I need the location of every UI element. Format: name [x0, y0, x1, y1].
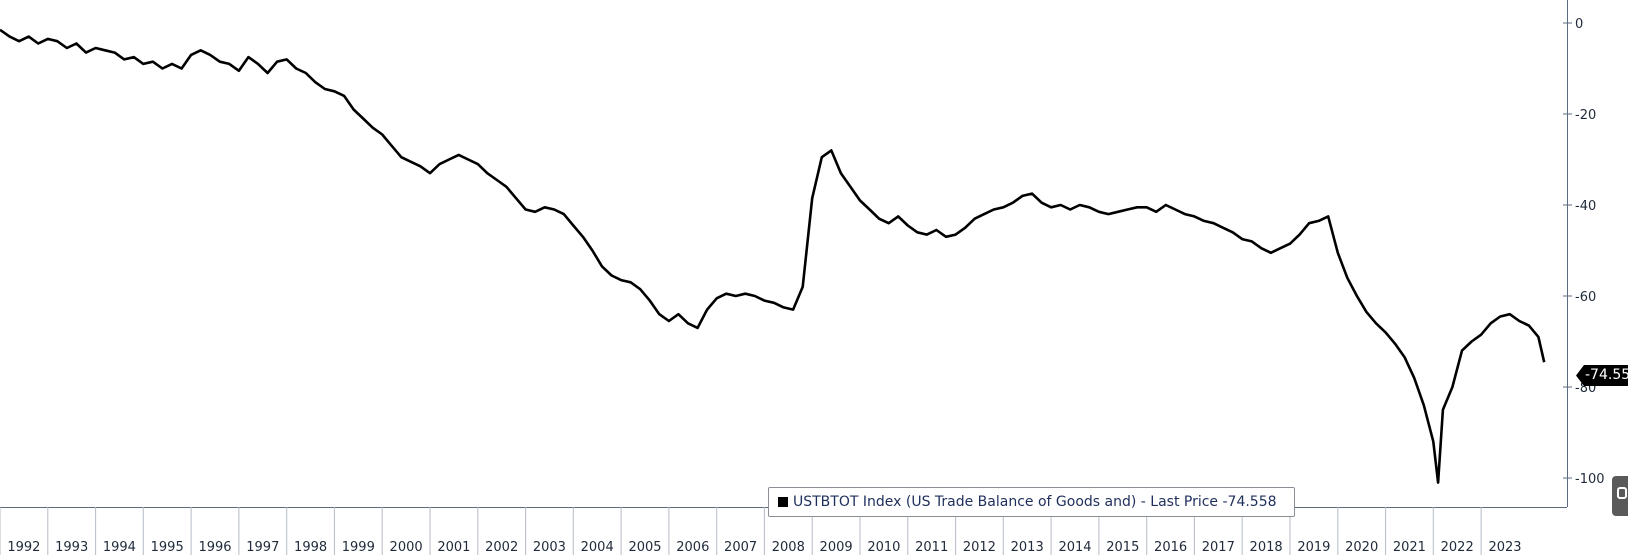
x-tick-label: 2017 [1202, 540, 1235, 555]
y-axis: 0-20-40-60-80-100 [1563, 0, 1605, 507]
x-tick-label: 2006 [676, 540, 709, 555]
x-tick-label: 2008 [772, 540, 805, 555]
x-tick-label: 2005 [628, 540, 661, 555]
y-tick-label: -40 [1575, 199, 1596, 214]
y-tick-label: -100 [1575, 472, 1605, 487]
x-tick-label: 1994 [103, 540, 136, 555]
x-tick-label: 2016 [1154, 540, 1187, 555]
x-tick-label: 2002 [485, 540, 518, 555]
x-tick-label: 2021 [1393, 540, 1426, 555]
plot-area [0, 28, 1546, 484]
legend-label: USTBTOT Index (US Trade Balance of Goods… [793, 494, 1277, 510]
x-tick-label: 1995 [151, 540, 184, 555]
x-tick-label: 1998 [294, 540, 327, 555]
last-price-label: -74.558 [1576, 365, 1628, 386]
x-tick-label: 2018 [1250, 540, 1283, 555]
x-tick-label: 1999 [342, 540, 375, 555]
link-icon [1617, 487, 1627, 499]
x-axis: 1992 1993 1994 1995 1996 1997 1998 1999 2000 2001… [0, 507, 1567, 555]
x-tick-label: 2022 [1441, 540, 1474, 555]
x-tick-label: 2020 [1345, 540, 1378, 555]
x-tick-label: 2013 [1011, 540, 1044, 555]
y-tick-label: -60 [1575, 290, 1596, 305]
x-tick-label: 2015 [1106, 540, 1139, 555]
x-tick-label: 2007 [724, 540, 757, 555]
x-tick-label: 1993 [55, 540, 88, 555]
legend: USTBTOT Index (US Trade Balance of Goods… [768, 487, 1295, 517]
x-tick-label: 2004 [581, 540, 614, 555]
x-tick-label: 1996 [198, 540, 231, 555]
x-tick-label: 2000 [390, 540, 423, 555]
series-line [0, 28, 1546, 484]
x-tick-label: 2019 [1297, 540, 1330, 555]
x-tick-label: 2009 [820, 540, 853, 555]
x-tick-label: 2014 [1058, 540, 1091, 555]
x-tick-label: 2023 [1488, 540, 1521, 555]
x-tick-label: 2001 [437, 540, 470, 555]
y-tick-label: -20 [1575, 108, 1596, 123]
x-tick-label: 1992 [7, 540, 40, 555]
legend-swatch-icon [778, 497, 788, 507]
x-tick-label: 2010 [867, 540, 900, 555]
x-tick-label: 2003 [533, 540, 566, 555]
chart-options-tab[interactable] [1612, 476, 1628, 516]
x-tick-label: 2011 [915, 540, 948, 555]
x-tick-label: 2012 [963, 540, 996, 555]
x-tick-label: 1997 [246, 540, 279, 555]
y-tick-label: 0 [1575, 17, 1583, 32]
